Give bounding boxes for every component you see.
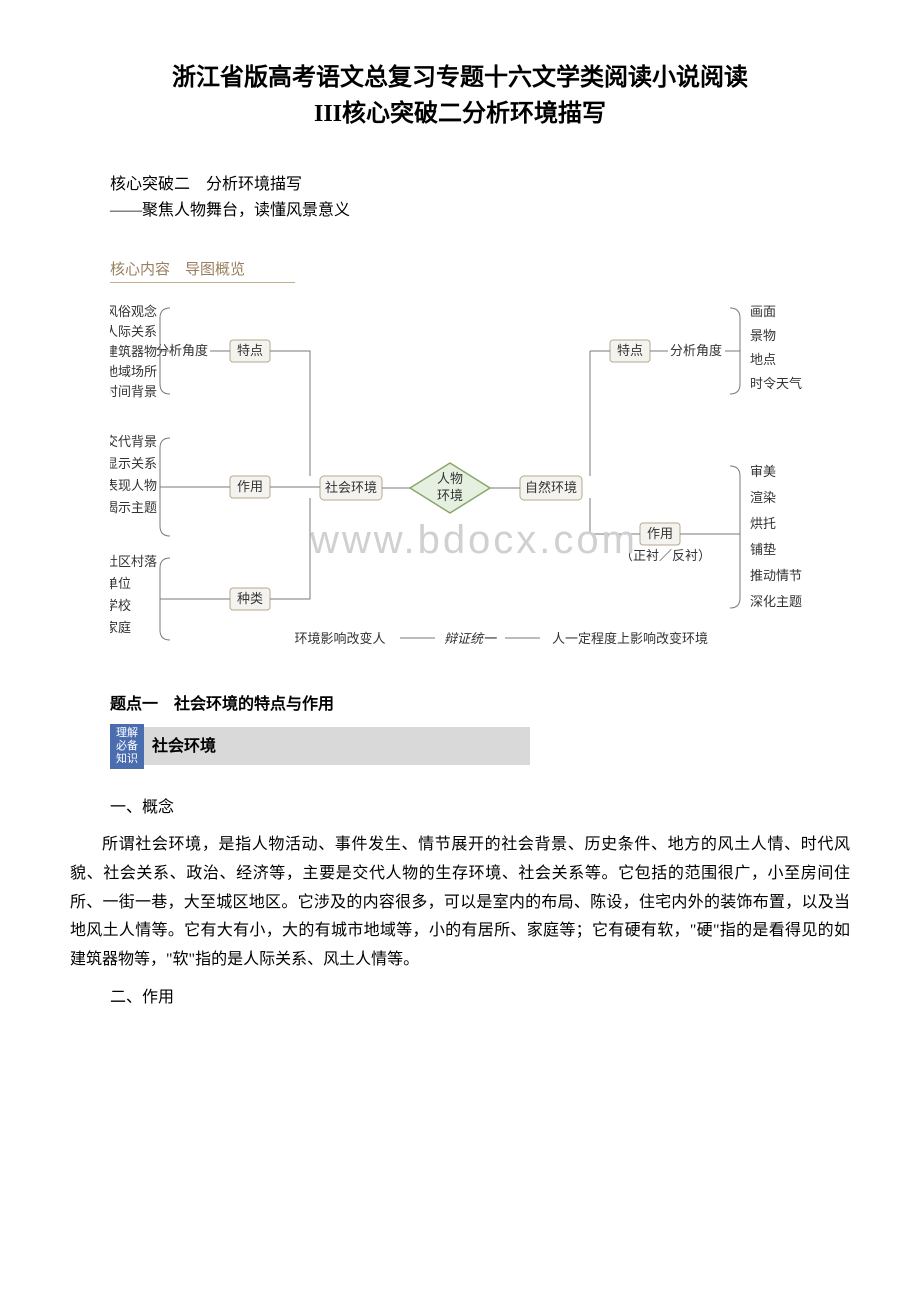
svg-text:人物: 人物 [437,471,463,486]
svg-text:种类: 种类 [237,591,263,606]
svg-text:景物: 景物 [750,328,776,343]
subtitle-sub: ——聚焦人物舞台，读懂风景意义 [110,198,850,224]
svg-text:风俗观念: 风俗观念 [110,304,157,319]
subtitle-main: 核心突破二 分析环境描写 [110,172,850,198]
svg-text:显示关系: 显示关系 [110,456,157,471]
svg-text:审美: 审美 [750,464,776,479]
subtitle-block: 核心突破二 分析环境描写 ——聚焦人物舞台，读懂风景意义 [110,172,850,223]
svg-text:烘托: 烘托 [750,516,776,531]
section-label: 核心内容 导图概览 [110,258,295,283]
svg-text:特点: 特点 [617,343,643,358]
svg-text:地点: 地点 [750,352,776,367]
svg-text:渲染: 渲染 [750,490,776,505]
knowledge-bar: 理解 必备 知识 社会环境 [110,727,530,765]
svg-text:铺垫: 铺垫 [750,542,776,557]
svg-text:时令天气: 时令天气 [750,376,802,391]
svg-text:推动情节: 推动情节 [750,568,802,583]
effect-heading: 二、作用 [110,985,850,1011]
svg-text:单位: 单位 [110,576,131,591]
knowledge-tag: 理解 必备 知识 [110,724,144,770]
svg-text:作用: 作用 [647,526,673,541]
svg-text:分析角度: 分析角度 [670,343,722,358]
svg-text:社区村落: 社区村落 [110,554,157,569]
svg-text:环境影响改变人: 环境影响改变人 [294,631,385,646]
title-line2: III核心突破二分析环境描写 [70,96,850,132]
svg-text:揭示主题: 揭示主题 [110,500,157,515]
svg-text:人际关系: 人际关系 [110,324,157,339]
svg-text:时间背景: 时间背景 [110,384,157,399]
knowledge-title: 社会环境 [152,734,216,760]
diagram-svg: 人物 环境 社会环境 自然环境 特点 分析角度 风俗观念 人际关系 建筑器物 地… [110,298,830,658]
svg-text:地域场所: 地域场所 [110,364,157,379]
svg-text:社会环境: 社会环境 [325,480,377,495]
svg-text:深化主题: 深化主题 [750,594,802,609]
concept-heading: 一、概念 [110,795,850,821]
svg-text:人一定程度上影响改变环境: 人一定程度上影响改变环境 [552,631,708,646]
svg-text:家庭: 家庭 [110,620,131,635]
svg-text:作用: 作用 [237,479,263,494]
svg-text:自然环境: 自然环境 [525,480,577,495]
concept-body: 所谓社会环境，是指人物活动、事件发生、情节展开的社会背景、历史条件、地方的风土人… [70,831,850,975]
svg-text:表现人物: 表现人物 [110,478,157,493]
svg-text:特点: 特点 [237,343,263,358]
title-line1: 浙江省版高考语文总复习专题十六文学类阅读小说阅读 [70,60,850,96]
svg-text:学校: 学校 [110,598,131,613]
concept-diagram: www.bdocx.com 人物 环境 社会环境 自然环境 特点 分析角度 风俗… [110,298,850,667]
svg-text:交代背景: 交代背景 [110,434,157,449]
page-title: 浙江省版高考语文总复习专题十六文学类阅读小说阅读 III核心突破二分析环境描写 [70,60,850,132]
svg-text:画面: 画面 [750,304,776,319]
topic-heading: 题点一 社会环境的特点与作用 [110,692,850,718]
svg-text:（正衬／反衬）: （正衬／反衬） [620,548,711,563]
svg-text:辩证统一: 辩证统一 [444,631,497,646]
svg-text:建筑器物: 建筑器物 [110,344,157,359]
svg-text:环境: 环境 [437,488,463,503]
